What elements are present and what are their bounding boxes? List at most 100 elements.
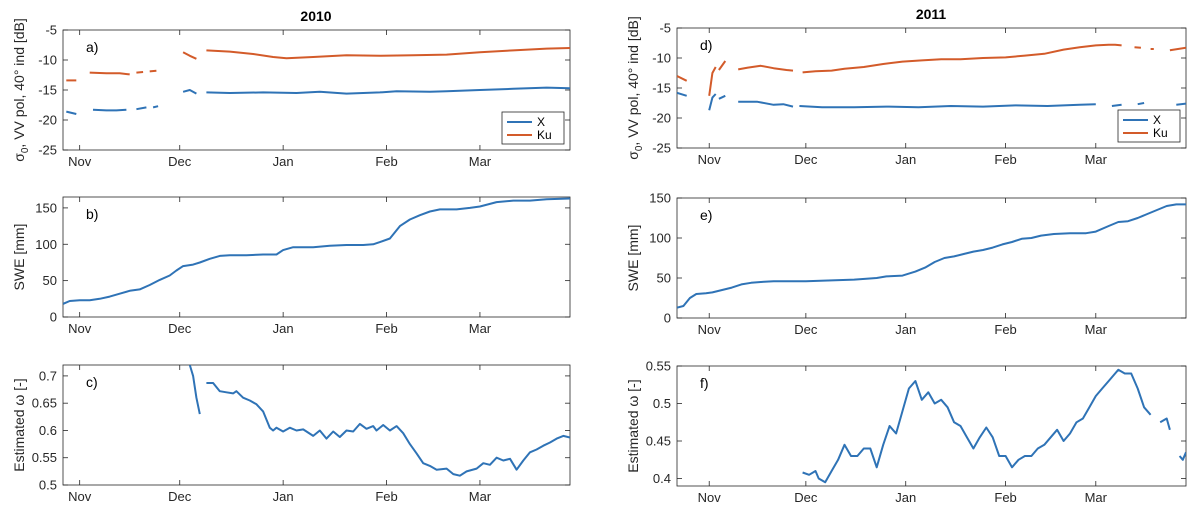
y-tick-label: 0.55: [32, 450, 57, 465]
series-line: [206, 382, 570, 477]
y-tick-label: -5: [45, 23, 57, 38]
series-line: [188, 365, 201, 415]
series-line-ku: [1169, 46, 1186, 52]
series-line-x: [799, 103, 1096, 109]
panel-b: Nov Dec Jan Feb Mar 0 50 100 150 SWE [mm] b): [11, 196, 571, 336]
x-tick-label: Feb: [994, 322, 1016, 337]
series-line-ku: [182, 51, 197, 60]
x-tick-label: Mar: [469, 489, 492, 504]
y-tick-label: 0.5: [39, 478, 57, 493]
x-tick-label: Dec: [168, 321, 192, 336]
axes-box: [676, 197, 1187, 319]
series-line-ku: [718, 60, 727, 71]
y-tick-label: 0.55: [646, 359, 671, 374]
series-line-x: [206, 86, 570, 95]
series-line-ku: [802, 43, 1122, 74]
plot-area: [677, 203, 1186, 309]
x-tick-label: Jan: [895, 322, 916, 337]
series-line: [1159, 417, 1171, 431]
x-tick-label: Feb: [994, 490, 1016, 505]
series-line-x: [182, 89, 197, 95]
panel-d: Nov Dec Jan Feb Mar -25 -20 -15 -10 -5 σ0, VV pol,…: [625, 16, 1187, 167]
y-tick-label: -5: [659, 21, 671, 36]
x-tick-label: Feb: [994, 152, 1016, 167]
x-tick-label: Feb: [375, 154, 397, 169]
plot-area: [188, 365, 570, 477]
x-tick-label: Dec: [794, 322, 818, 337]
x-tick-label: Mar: [1085, 490, 1108, 505]
plot-area: [677, 43, 1186, 111]
x-tick-label: Dec: [794, 490, 818, 505]
series-line-ku: [206, 47, 570, 60]
series-line-ku: [149, 69, 157, 73]
y-tick-label: 0.5: [653, 396, 671, 411]
series-line-x: [738, 100, 794, 108]
y-tick-label: 150: [35, 200, 57, 215]
legend: XKu: [501, 111, 565, 145]
y-tick-label: 0: [664, 311, 671, 326]
x-tick-label: Nov: [698, 152, 722, 167]
x-tick-label: Dec: [794, 152, 818, 167]
y-tick-label: -25: [652, 141, 671, 156]
panel-label: f): [700, 375, 709, 391]
y-axis-label: σ0, VV pol, 40° ind [dB]: [11, 18, 31, 162]
y-tick-label: -15: [38, 83, 57, 98]
y-tick-label: 0.7: [39, 368, 57, 383]
panel-f: Nov Dec Jan Feb Mar 0.4 0.45 0.5 0.55 Estimated ω…: [625, 359, 1187, 505]
x-tick-label: Nov: [698, 322, 722, 337]
y-axis-label: Estimated ω [-]: [625, 379, 641, 472]
panel-e: Nov Dec Jan Feb Mar 0 50 100 150 SWE [mm] e): [625, 191, 1187, 337]
x-tick-label: Feb: [375, 489, 397, 504]
y-tick-label: 50: [43, 273, 57, 288]
series-line-x: [66, 110, 77, 115]
axes-box: [62, 364, 571, 486]
x-tick-label: Dec: [168, 489, 192, 504]
x-tick-label: Mar: [1085, 152, 1108, 167]
series-line-ku: [738, 64, 794, 72]
y-tick-label: 0.45: [646, 434, 671, 449]
y-tick-label: -15: [652, 81, 671, 96]
series-line: [802, 368, 1152, 484]
axes-box: [62, 196, 571, 318]
panel-label: e): [700, 207, 712, 223]
series-line-x: [1111, 103, 1122, 107]
y-tick-label: 100: [35, 237, 57, 252]
y-tick-label: 0.4: [653, 471, 671, 486]
series-line-ku: [677, 75, 688, 82]
series-line-ku: [89, 71, 130, 76]
series-line: [677, 203, 1186, 309]
y-tick-label: -10: [652, 51, 671, 66]
y-tick-label: 0: [50, 310, 57, 325]
plot-area: [63, 197, 570, 305]
y-axis-label: SWE [mm]: [11, 224, 27, 291]
y-tick-label: 150: [649, 191, 671, 206]
x-tick-label: Jan: [273, 489, 294, 504]
y-tick-label: 0.6: [39, 423, 57, 438]
series-line-x: [1137, 102, 1145, 106]
y-tick-label: 0.65: [32, 396, 57, 411]
axes-box: [676, 365, 1187, 487]
title-2010: 2010: [300, 8, 331, 24]
plot-area: [802, 368, 1186, 484]
panel-label: d): [700, 37, 712, 53]
plot-area: [66, 47, 570, 115]
x-tick-label: Jan: [895, 152, 916, 167]
series-line-x: [92, 108, 127, 112]
series-line-x: [677, 91, 687, 97]
series-line-x: [136, 106, 147, 111]
y-tick-label: -25: [38, 143, 57, 158]
y-axis-label: σ0, VV pol, 40° ind [dB]: [625, 16, 645, 160]
legend: XKu: [1117, 109, 1181, 143]
y-tick-label: -10: [38, 53, 57, 68]
panel-a: Nov Dec Jan Feb Mar -25 -20 -15 -10 -5 σ0, VV pol,…: [11, 18, 571, 169]
x-tick-label: Feb: [375, 321, 397, 336]
y-tick-label: 50: [657, 271, 671, 286]
x-tick-label: Nov: [698, 490, 722, 505]
x-tick-label: Nov: [68, 154, 92, 169]
series-line-ku: [708, 66, 717, 96]
x-tick-label: Mar: [469, 321, 492, 336]
panel-label: c): [86, 374, 98, 390]
title-2011: 2011: [916, 6, 947, 22]
y-axis-label: Estimated ω [-]: [11, 378, 27, 471]
